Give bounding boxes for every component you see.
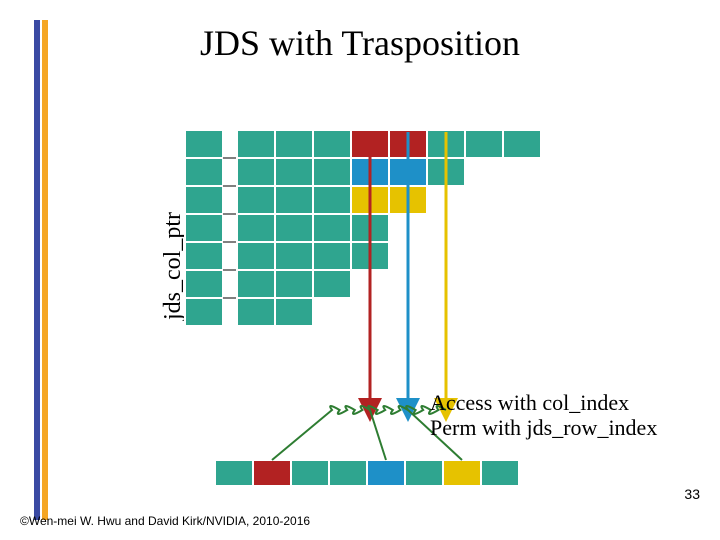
page-number: 33 [684, 486, 700, 502]
caption-line-1: Access with col_index [430, 390, 657, 415]
footer-copyright: ©Wen-mei W. Hwu and David Kirk/NVIDIA, 2… [20, 514, 310, 528]
caption-line-2: Perm with jds_row_index [430, 415, 657, 440]
caption-text: Access with col_index Perm with jds_row_… [430, 390, 657, 441]
jds-diagram [0, 0, 720, 540]
